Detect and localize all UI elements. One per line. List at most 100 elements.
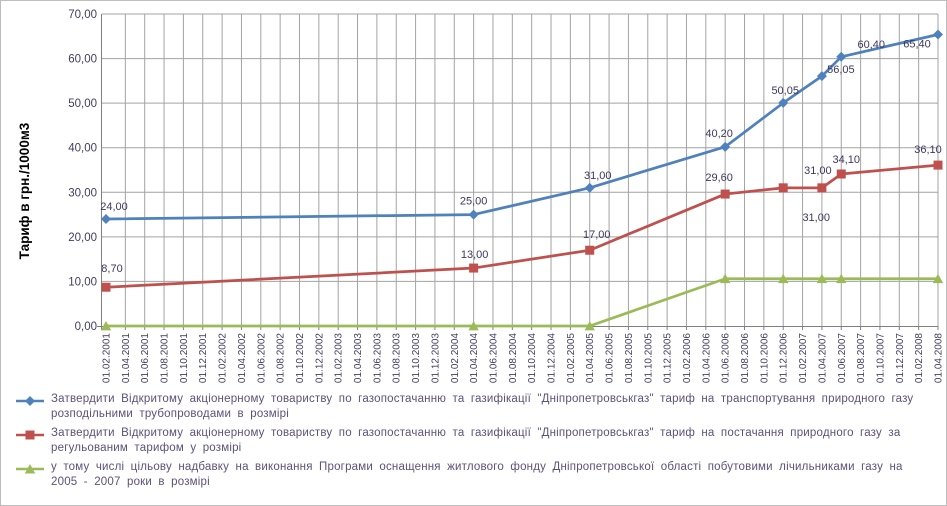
series-marker-triangle [719, 273, 731, 284]
series-marker-diamond [720, 141, 731, 152]
y-tick-label: 20,00 [68, 232, 97, 244]
series-marker-diamond [778, 97, 789, 108]
x-tick-label: 01.06.2006 [721, 333, 732, 383]
series-marker-triangle [816, 273, 828, 284]
legend-label-meter-surcharge: у тому числі цільову надбавку на виконан… [51, 461, 903, 488]
y-axis-title: Тариф в грн./1000м3 [17, 122, 32, 259]
x-tick-label: 01.02.2007 [798, 333, 809, 383]
series-marker-diamond [584, 182, 595, 193]
x-tick-label: 01.08.2006 [740, 333, 751, 383]
legend-label-transport-tariff: Затвердити Відкритому акціонерному товар… [51, 393, 914, 420]
data-label: 60,40 [857, 39, 885, 51]
x-tick-label: 01.08.2004 [508, 333, 519, 383]
x-tick-label: 01.10.2002 [295, 333, 306, 383]
series-marker-triangle [932, 273, 944, 284]
x-tick-label: 01.10.2006 [759, 333, 770, 383]
legend-item-transport-tariff: Затвердити Відкритому акціонерному товар… [15, 392, 935, 421]
x-tick-label: 01.12.2001 [198, 333, 209, 383]
series-marker-diamond [468, 209, 479, 220]
data-label: 56,05 [827, 64, 855, 76]
y-tick-label: 10,00 [68, 276, 97, 288]
series-line-0 [104, 33, 940, 221]
data-label: 24,00 [100, 201, 128, 213]
x-tick-label: 01.02.2004 [450, 333, 461, 383]
series-marker-square [720, 189, 730, 199]
x-tick-label: 01.10.2003 [411, 333, 422, 383]
legend-item-supply-tariff: Затвердити Відкритому акціонерному товар… [15, 426, 935, 455]
x-tick-label: 01.10.2004 [527, 333, 538, 383]
series-marker-square [933, 160, 943, 170]
x-tick-label: 01.04.2002 [237, 333, 248, 383]
series-marker-square [469, 263, 479, 273]
x-tick-label: 01.02.2005 [566, 333, 577, 383]
chart-legend: Затвердити Відкритому акціонерному товар… [15, 392, 935, 494]
x-tick-label: 01.02.2006 [682, 333, 693, 383]
x-tick-label: 01.12.2007 [895, 333, 906, 383]
y-tick-label: 0,00 [75, 321, 97, 333]
x-tick-label: 01.06.2004 [488, 333, 499, 383]
legend-item-meter-surcharge: у тому числі цільову надбавку на виконан… [15, 460, 935, 489]
x-tick-label: 01.06.2001 [140, 333, 151, 383]
data-label: 31,00 [804, 165, 832, 177]
x-tick-label: 01.10.2007 [875, 333, 886, 383]
x-tick-label: 01.12.2003 [430, 333, 441, 383]
legend-marker-triangle-icon [16, 464, 44, 474]
y-tick-label: 30,00 [68, 187, 97, 199]
series-marker-triangle [836, 273, 847, 284]
data-label: 8,70 [101, 263, 122, 275]
data-label: 31,00 [802, 212, 830, 224]
series-marker-square [585, 245, 595, 255]
x-tick-label: 01.02.2003 [334, 333, 345, 383]
x-tick-label: 01.04.2007 [817, 333, 828, 383]
data-label: 40,20 [705, 128, 733, 140]
series-marker-triangle [778, 273, 789, 284]
series-marker-triangle [100, 321, 112, 331]
series-marker-square [778, 183, 788, 193]
x-tick-label: 01.10.2005 [643, 333, 654, 383]
x-tick-label: 01.04.2005 [585, 333, 596, 383]
data-label: 25,00 [460, 196, 488, 208]
legend-marker-diamond-icon [16, 396, 44, 406]
y-tick-label: 70,00 [68, 9, 97, 21]
x-tick-label: 01.10.2001 [179, 333, 190, 383]
series-marker-diamond [816, 71, 827, 82]
y-tick-label: 60,00 [68, 54, 97, 66]
data-label: 34,10 [832, 154, 860, 166]
x-tick-label: 01.06.2003 [372, 333, 383, 383]
data-label: 29,60 [705, 172, 733, 184]
x-tick-label: 01.02.2008 [914, 333, 925, 383]
x-tick-label: 01.02.2001 [102, 333, 113, 383]
series-marker-diamond [101, 214, 111, 225]
series-line-1 [104, 163, 940, 289]
x-tick-label: 01.04.2001 [121, 333, 132, 383]
series-marker-square [817, 183, 827, 193]
data-label: 31,00 [584, 170, 612, 182]
x-tick-label: 01.04.2006 [701, 333, 712, 383]
x-tick-label: 01.08.2001 [160, 333, 171, 383]
x-tick-label: 01.12.2005 [663, 333, 674, 383]
series-marker-square [101, 282, 111, 292]
y-tick-label: 50,00 [68, 98, 97, 110]
legend-label-supply-tariff: Затвердити Відкритому акціонерному товар… [51, 427, 901, 454]
series-line-2 [104, 277, 940, 328]
x-tick-label: 01.06.2002 [256, 333, 267, 383]
x-tick-label: 01.04.2008 [934, 333, 945, 383]
x-tick-label: 01.04.2003 [353, 333, 364, 383]
x-tick-label: 01.08.2005 [624, 333, 635, 383]
x-tick-label: 01.08.2002 [276, 333, 287, 383]
x-tick-label: 01.12.2002 [314, 333, 325, 383]
data-label: 50,05 [771, 85, 799, 97]
series-marker-triangle [584, 321, 595, 331]
tariff-line-chart: 0,00 10,00 20,00 30,00 40,00 50,00 60,00 70,00 0… [17, 9, 945, 383]
legend-marker-square-icon [16, 430, 44, 440]
series-marker-triangle [468, 321, 479, 331]
x-tick-label: 01.06.2007 [837, 333, 848, 383]
series-marker-diamond [933, 29, 943, 40]
x-tick-label: 01.12.2006 [779, 333, 790, 383]
data-label: 17,00 [583, 229, 611, 241]
x-tick-label: 01.08.2003 [392, 333, 403, 383]
series-marker-square [836, 169, 846, 179]
data-label: 65,40 [903, 39, 931, 51]
x-tick-label: 01.12.2004 [547, 333, 558, 383]
